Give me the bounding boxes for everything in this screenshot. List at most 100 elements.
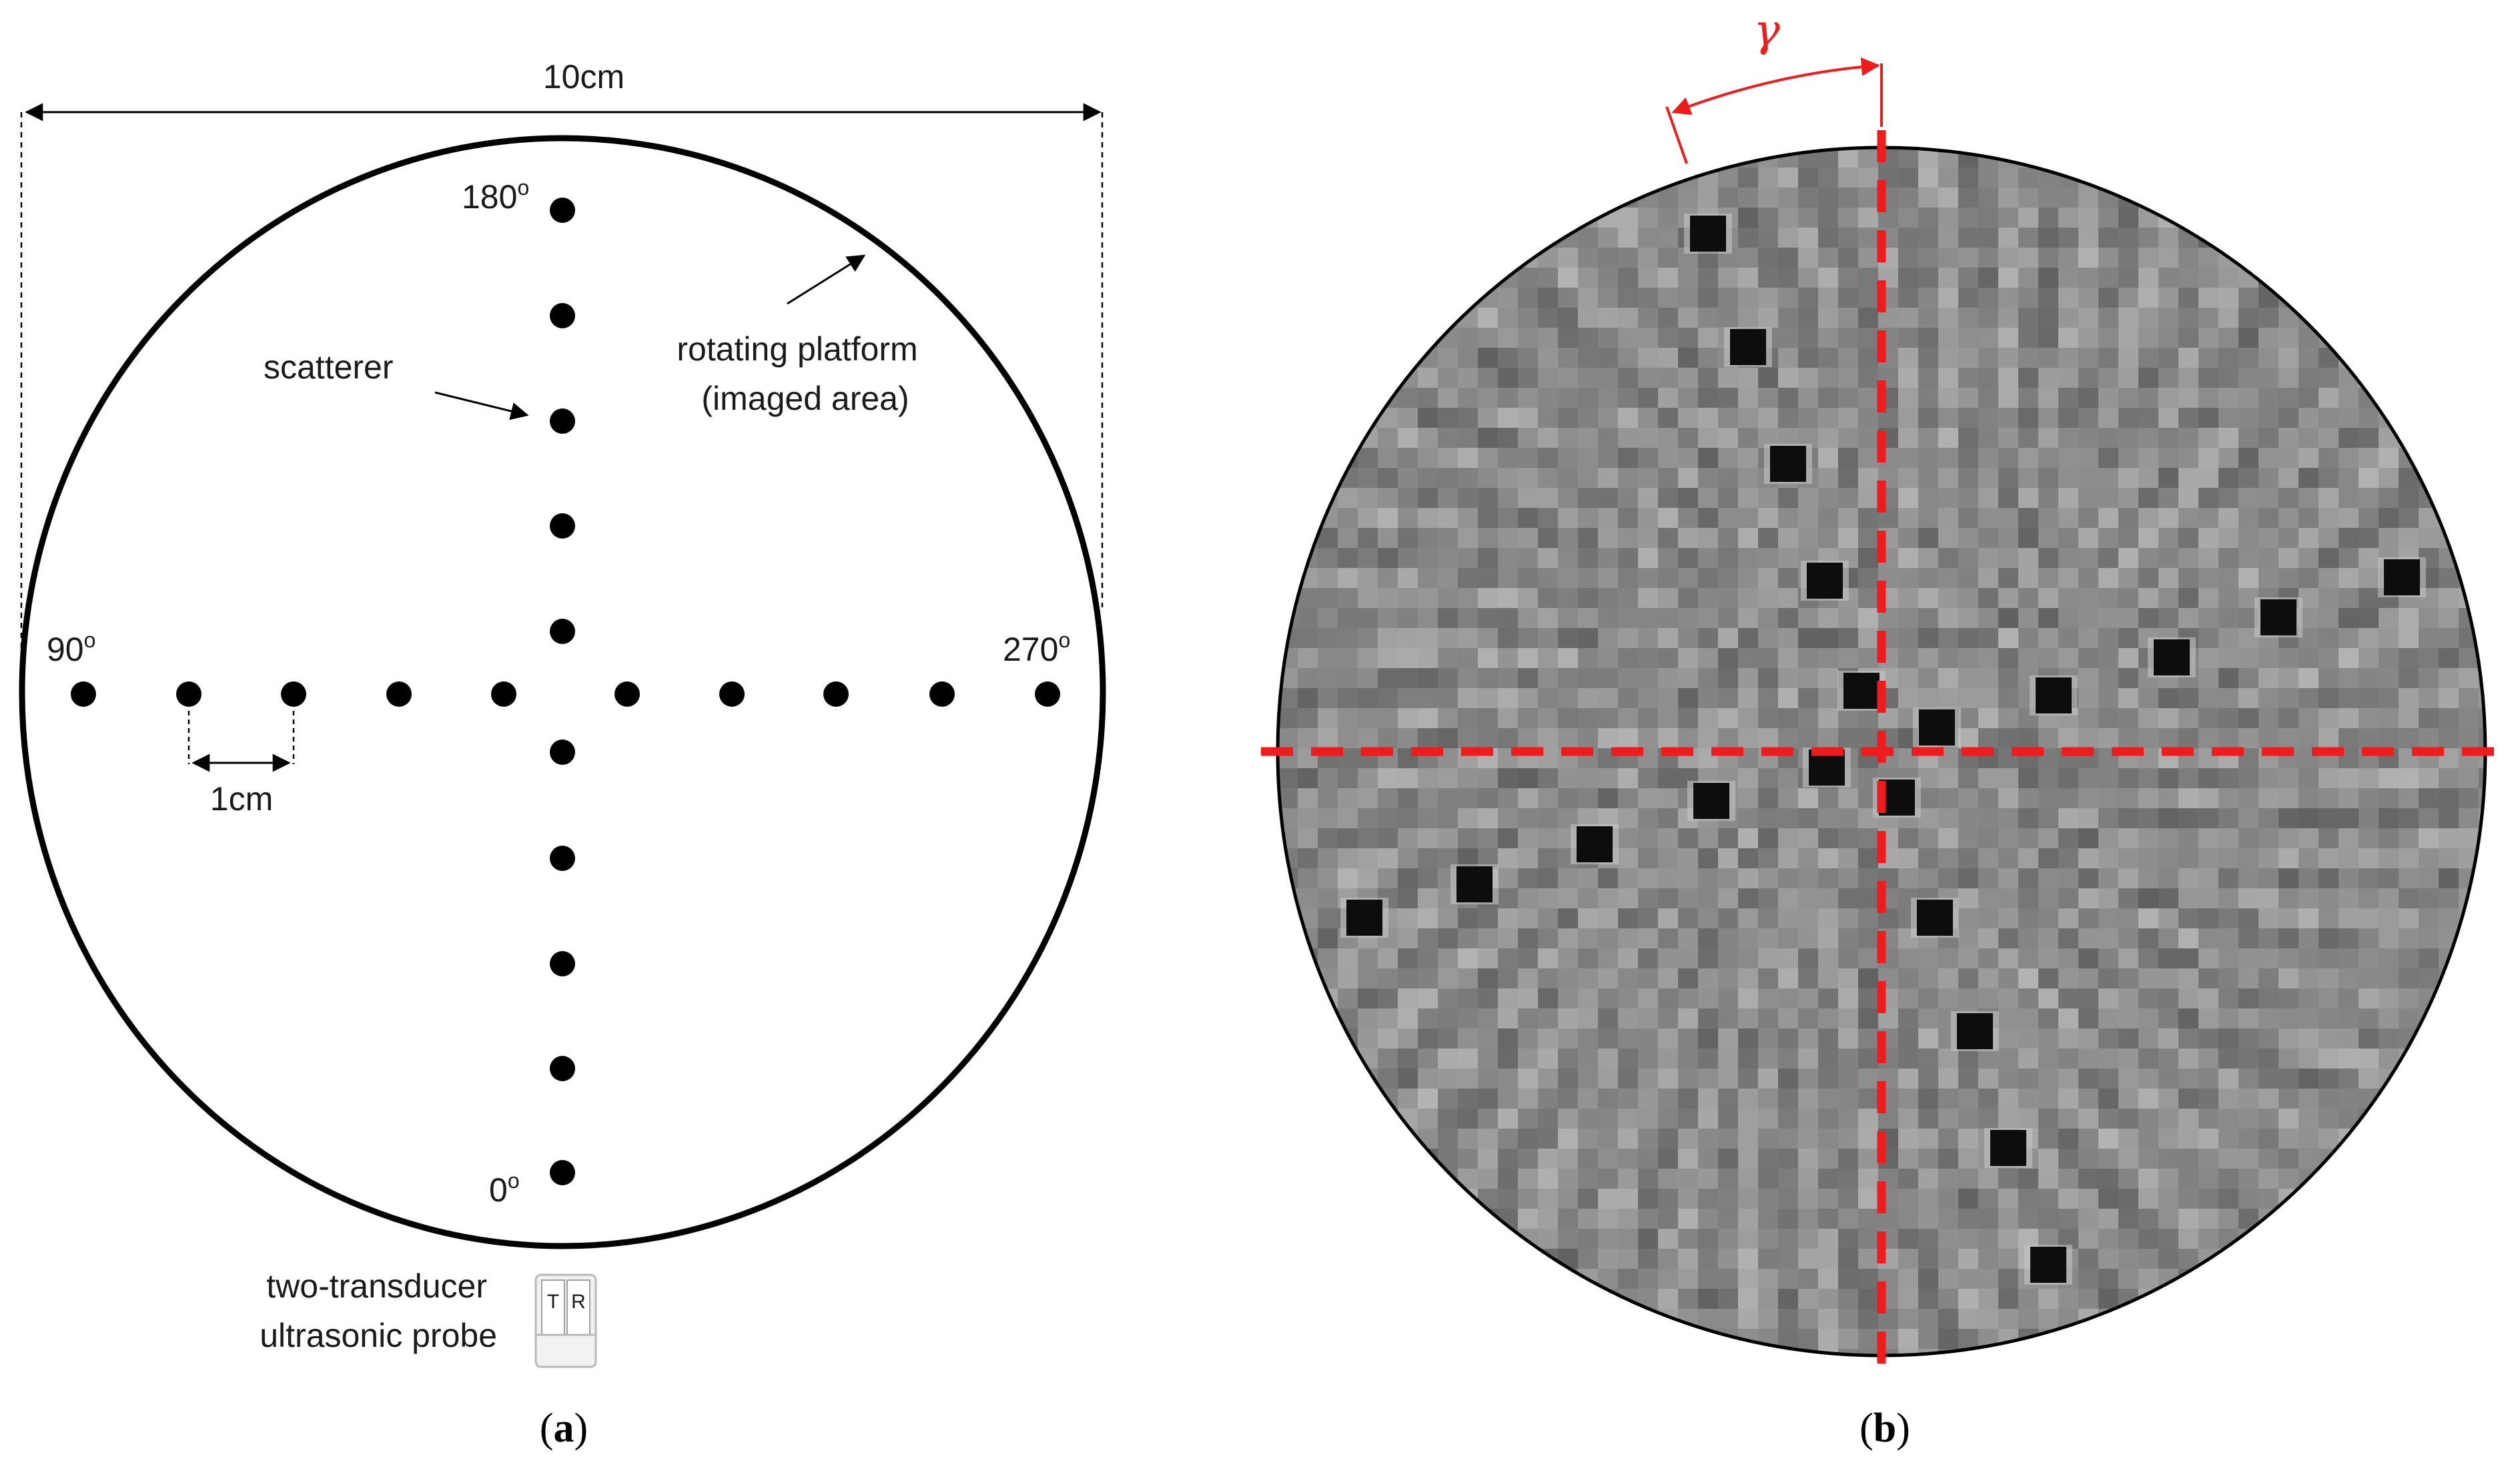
speckle-cell bbox=[2038, 1089, 2058, 1109]
speckle-cell bbox=[1658, 1089, 1678, 1109]
speckle-cell bbox=[1518, 308, 1538, 328]
speckle-cell bbox=[2298, 508, 2319, 528]
speckle-cell bbox=[1958, 888, 1978, 908]
speckle-cell bbox=[1618, 928, 1638, 948]
speckle-cell bbox=[1598, 248, 1618, 268]
speckle-cell bbox=[1798, 628, 1818, 648]
speckle-cell bbox=[1998, 668, 2018, 688]
speckle-cell bbox=[2018, 1109, 2038, 1129]
speckle-cell bbox=[1858, 188, 1878, 208]
speckle-cell bbox=[2058, 448, 2078, 468]
speckle-cell bbox=[1718, 408, 1738, 428]
speckle-cell bbox=[1538, 648, 1558, 668]
speckle-cell bbox=[2138, 508, 2158, 528]
speckle-cell bbox=[1858, 628, 1878, 648]
speckle-cell bbox=[2198, 248, 2218, 268]
speckle-cell bbox=[1818, 968, 1838, 988]
speckle-cell bbox=[1938, 1249, 1958, 1269]
speckle-cell bbox=[2298, 828, 2319, 848]
speckle-cell bbox=[2138, 288, 2158, 308]
speckle-cell bbox=[2319, 668, 2339, 688]
speckle-cell bbox=[1498, 708, 1518, 728]
speckle-cell bbox=[1638, 228, 1658, 248]
speckle-cell bbox=[1618, 888, 1638, 908]
speckle-cell bbox=[1798, 868, 1818, 888]
speckle-cell bbox=[2138, 488, 2158, 508]
speckle-cell bbox=[2098, 448, 2118, 468]
speckle-cell bbox=[1318, 668, 1338, 688]
speckle-cell bbox=[1898, 488, 1918, 508]
speckle-cell bbox=[2198, 968, 2218, 988]
speckle-cell bbox=[2218, 648, 2238, 668]
speckle-cell bbox=[2319, 1069, 2339, 1089]
speckle-cell bbox=[1798, 528, 1818, 548]
speckle-cell bbox=[2098, 968, 2118, 988]
speckle-cell bbox=[1938, 968, 1958, 988]
speckle-cell bbox=[1838, 1028, 1858, 1049]
speckle-cell bbox=[2058, 408, 2078, 428]
speckle-cell bbox=[1818, 708, 1838, 728]
scatterer-dot bbox=[550, 951, 575, 976]
speckle-cell bbox=[2278, 548, 2298, 568]
speckle-cell bbox=[1858, 308, 1878, 328]
speckle-cell bbox=[1818, 368, 1838, 388]
speckle-cell bbox=[1778, 1129, 1798, 1149]
speckle-cell bbox=[1678, 628, 1698, 648]
speckle-cell bbox=[1598, 268, 1618, 288]
speckle-cell bbox=[1318, 908, 1338, 928]
speckle-cell bbox=[2399, 788, 2419, 808]
speckle-cell bbox=[1558, 908, 1578, 928]
scatterer-dot bbox=[550, 1160, 575, 1185]
speckle-cell bbox=[2218, 1008, 2238, 1028]
speckle-cell bbox=[2058, 568, 2078, 588]
speckle-cell bbox=[1678, 508, 1698, 528]
speckle-cell bbox=[2319, 1028, 2339, 1049]
speckle-cell bbox=[2178, 388, 2198, 408]
speckle-cell bbox=[2218, 608, 2238, 628]
speckle-cell bbox=[1618, 1089, 1638, 1109]
speckle-cell bbox=[1898, 208, 1918, 228]
speckle-cell bbox=[1618, 408, 1638, 428]
speckle-cell bbox=[2278, 1049, 2298, 1069]
speckle-cell bbox=[2238, 928, 2258, 948]
speckle-cell bbox=[2238, 1089, 2258, 1109]
speckle-cell bbox=[1578, 1069, 1598, 1089]
speckle-cell bbox=[1558, 608, 1578, 628]
speckle-cell bbox=[1818, 688, 1838, 708]
speckle-cell bbox=[1918, 628, 1938, 648]
speckle-cell bbox=[1858, 168, 1878, 188]
speckle-cell bbox=[1958, 508, 1978, 528]
speckle-cell bbox=[1438, 948, 1458, 968]
speckle-cell bbox=[1638, 628, 1658, 648]
speckle-cell bbox=[1858, 1329, 1878, 1349]
speckle-cell bbox=[1798, 688, 1818, 708]
speckle-cell bbox=[2258, 668, 2278, 688]
speckle-cell bbox=[2258, 1069, 2278, 1089]
speckle-cell bbox=[1438, 1028, 1458, 1049]
speckle-cell bbox=[2158, 848, 2178, 868]
speckle-cell bbox=[1898, 188, 1918, 208]
speckle-cell bbox=[2198, 1069, 2218, 1089]
speckle-cell bbox=[2399, 928, 2419, 948]
speckle-cell bbox=[1478, 1089, 1498, 1109]
speckle-cell bbox=[2198, 268, 2218, 288]
speckle-cell bbox=[2278, 1209, 2298, 1229]
reconstructed-scatterer bbox=[2036, 677, 2072, 713]
speckle-cell bbox=[1758, 968, 1778, 988]
speckle-cell bbox=[1498, 628, 1518, 648]
speckle-cell bbox=[2058, 308, 2078, 328]
speckle-cell bbox=[1678, 648, 1698, 668]
speckle-cell bbox=[1838, 1329, 1858, 1349]
speckle-cell bbox=[1718, 1309, 1738, 1329]
speckle-cell bbox=[2258, 768, 2278, 788]
speckle-cell bbox=[2258, 868, 2278, 888]
speckle-cell bbox=[2118, 268, 2138, 288]
speckle-cell bbox=[1898, 968, 1918, 988]
speckle-cell bbox=[1478, 508, 1498, 528]
speckle-cell bbox=[1798, 888, 1818, 908]
speckle-cell bbox=[1818, 788, 1838, 808]
speckle-cell bbox=[2258, 1089, 2278, 1109]
speckle-cell bbox=[1798, 388, 1818, 408]
speckle-cell bbox=[2118, 288, 2138, 308]
speckle-cell bbox=[1798, 1149, 1818, 1169]
